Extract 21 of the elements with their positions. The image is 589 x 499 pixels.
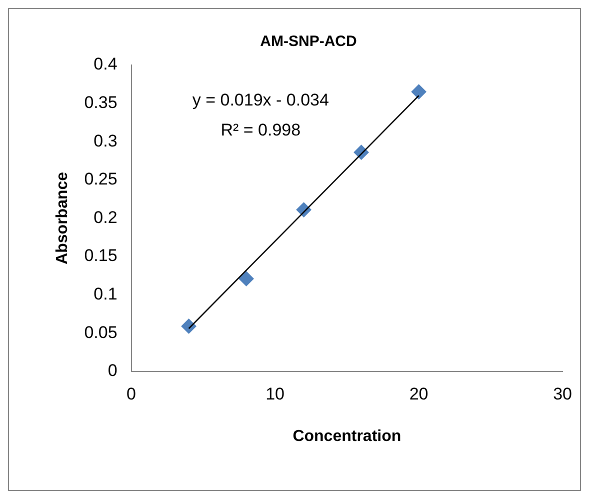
x-tick-label: 0	[126, 384, 136, 404]
point	[181, 318, 196, 334]
x-axis-title: Concentration	[292, 428, 402, 445]
y-tick-label: 0.35	[84, 92, 118, 112]
x-tick-label: 10	[266, 384, 284, 404]
y-tick-label: 0.4	[94, 54, 118, 74]
y-axis-title: Absorbance	[54, 172, 72, 264]
y-tick-label: 0.25	[84, 170, 118, 189]
x-tick-label: 30	[553, 384, 572, 404]
y-tick-label: 0.05	[84, 322, 118, 342]
y-tick-label: 0.3	[94, 131, 118, 150]
point	[411, 84, 426, 100]
annotation: R² = 0.998	[220, 120, 301, 140]
y-tick-label: 0	[108, 361, 118, 380]
chart-title: AM-SNP-ACD	[260, 33, 357, 50]
y-tick-label: 0.15	[84, 246, 118, 266]
y-tick-label: 0.2	[94, 208, 118, 227]
annotation: y = 0.019x - 0.034	[192, 90, 329, 110]
point	[238, 271, 254, 286]
x-tick-label: 20	[409, 384, 428, 404]
y-tick-label: 0.1	[94, 284, 118, 304]
